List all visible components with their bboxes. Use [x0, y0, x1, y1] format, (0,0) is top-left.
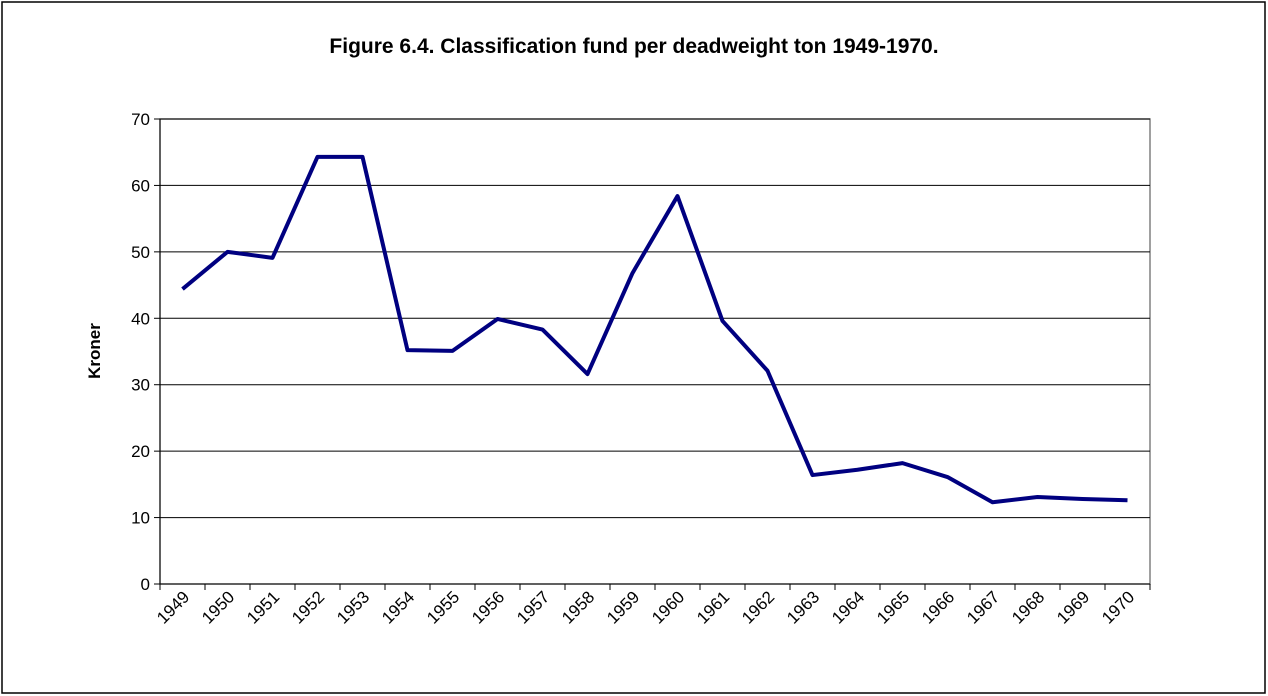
y-tick-label: 20	[131, 442, 150, 461]
data-line	[181, 154, 1128, 505]
y-axis-label: Kroner	[85, 323, 104, 379]
y-tick-label: 70	[131, 110, 150, 129]
chart-title: Figure 6.4. Classification fund per dead…	[329, 35, 938, 58]
y-tick-label: 30	[131, 376, 150, 395]
y-tick-label: 0	[141, 575, 150, 594]
plot-area	[159, 118, 1151, 585]
y-tick-label: 10	[131, 509, 150, 528]
y-tick-label: 60	[131, 176, 150, 195]
y-tick-label: 40	[131, 309, 150, 328]
y-tick-label: 50	[131, 243, 150, 262]
